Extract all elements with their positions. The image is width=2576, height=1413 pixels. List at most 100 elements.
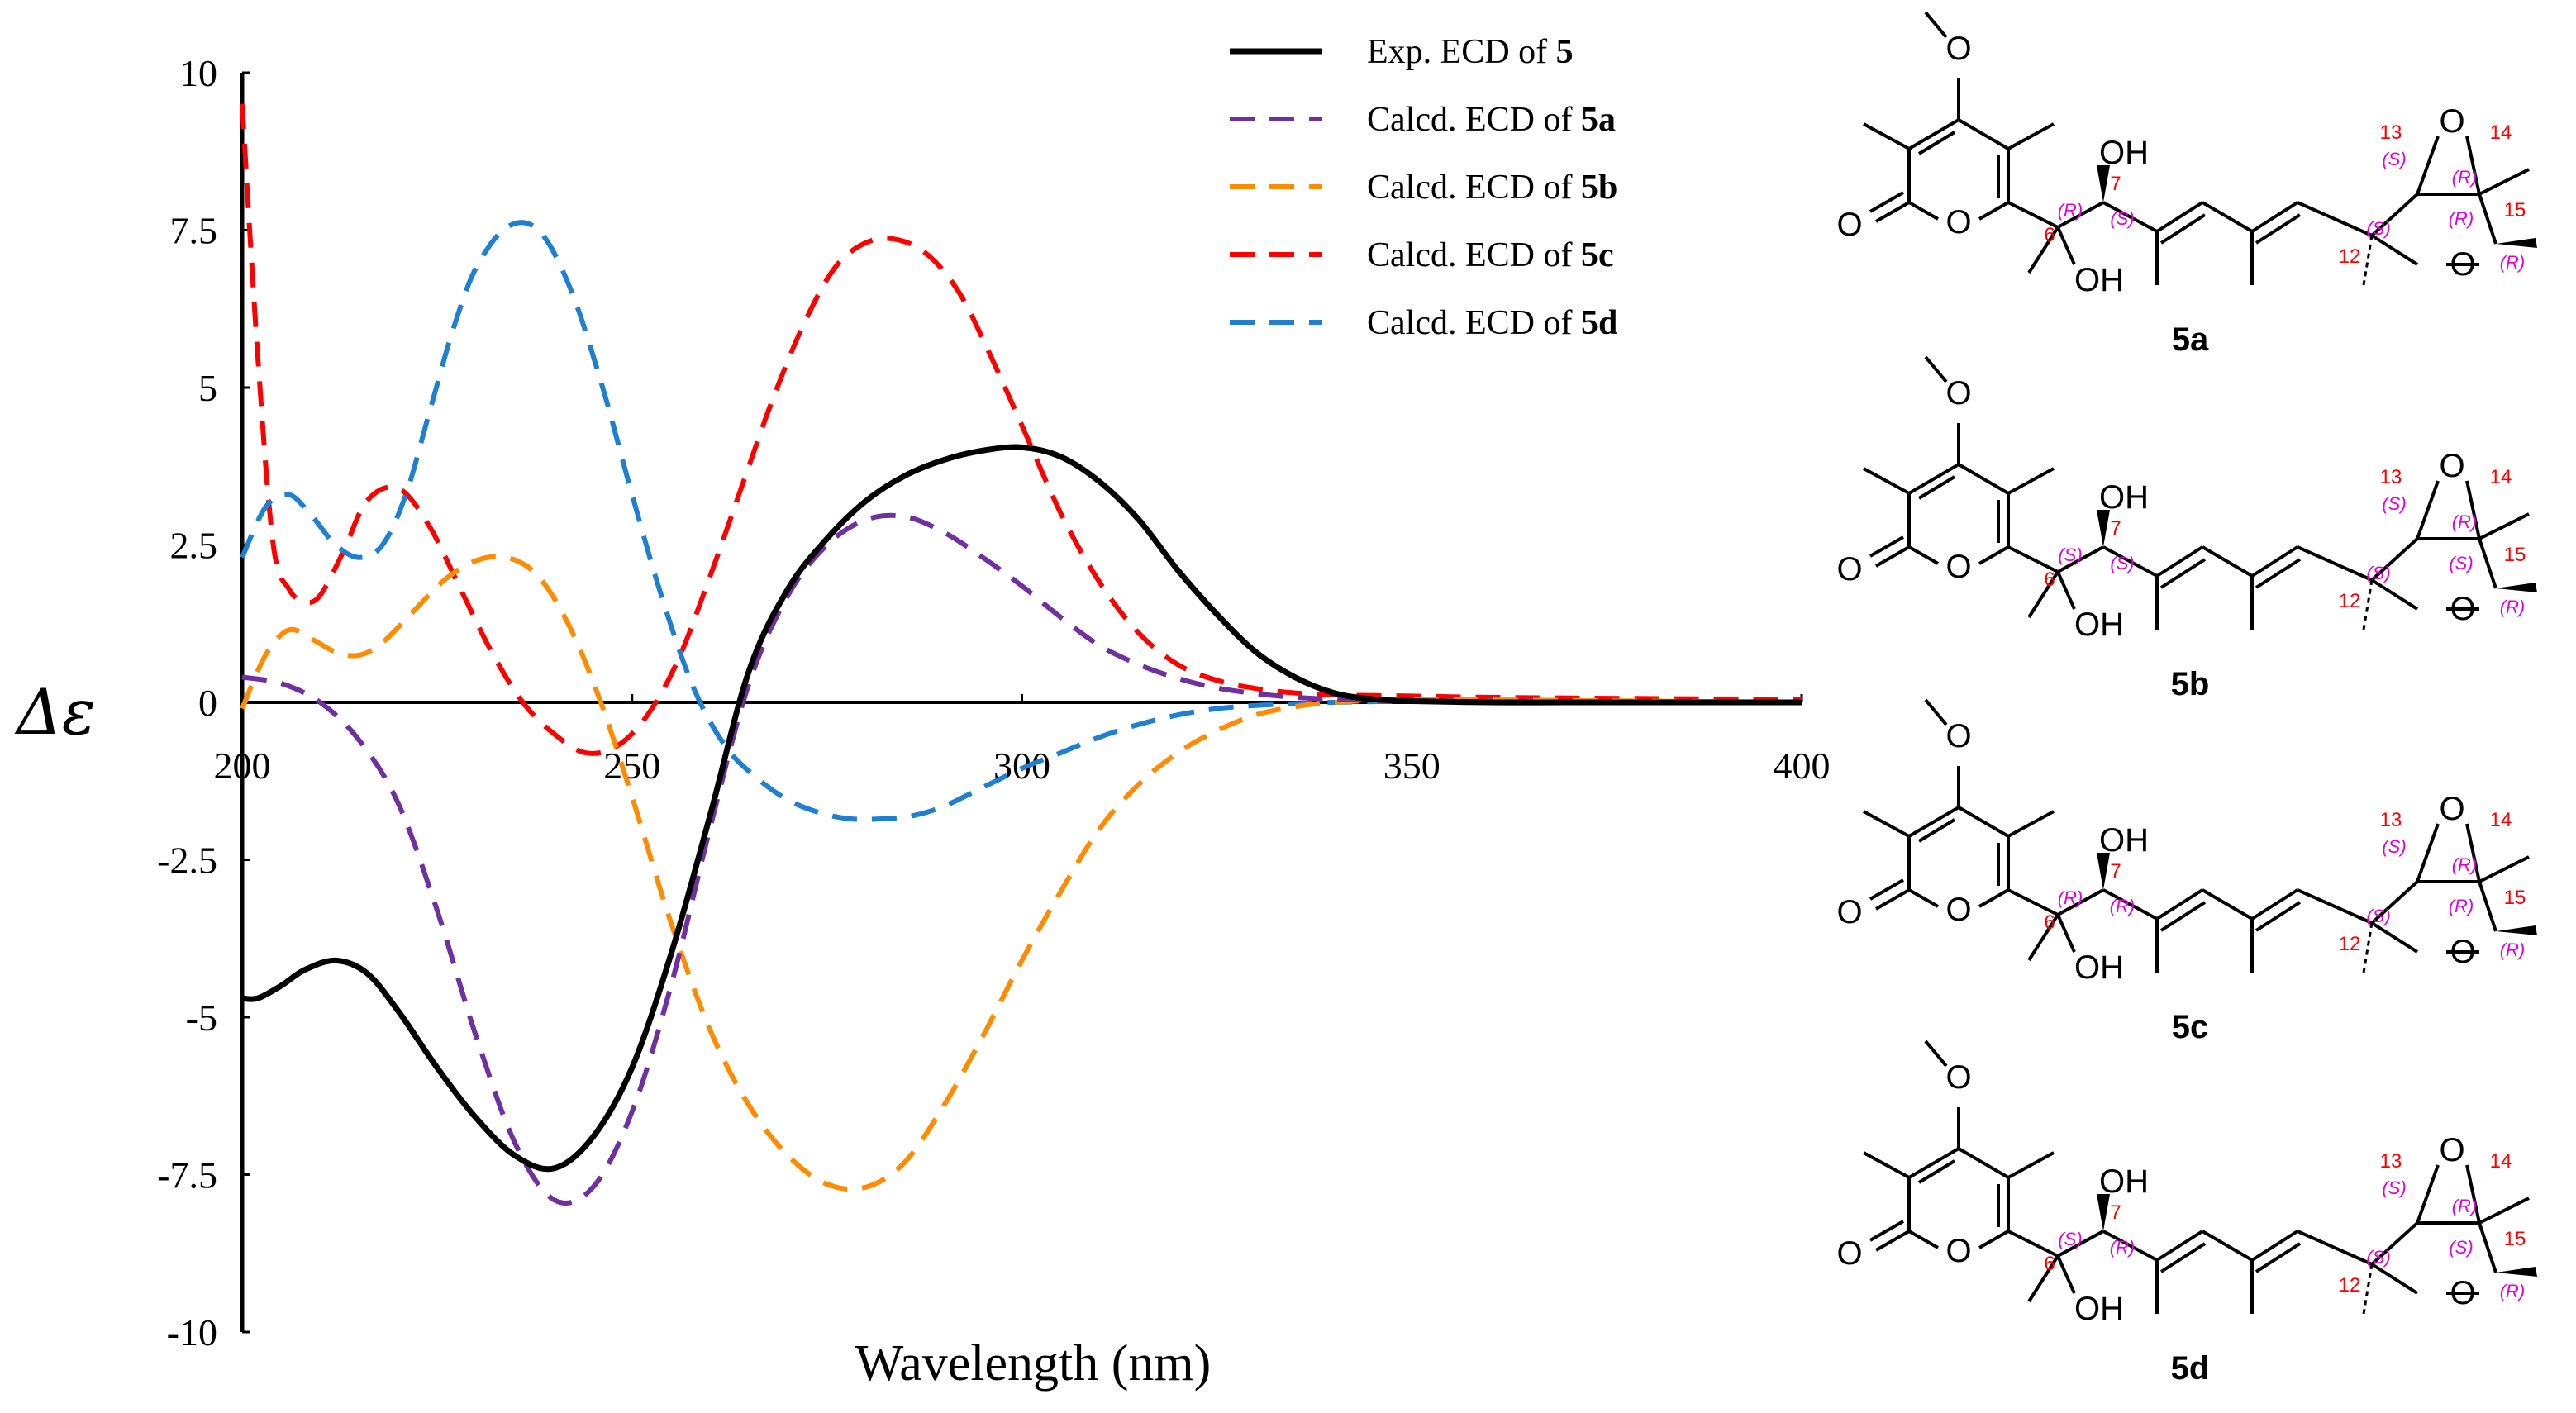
atom-number-14: 14: [2490, 121, 2512, 144]
carbonyl-oxygen: O: [1836, 894, 1862, 930]
series-line-5a: [241, 512, 1802, 1206]
legend-prefix: Calcd. ECD of: [1367, 169, 1581, 207]
stereo-c13: (S): [2382, 149, 2406, 169]
structure-caption: 5a: [2172, 321, 2209, 358]
legend-label: Calcd. ECD of 5c: [1367, 236, 1614, 274]
stereo-c12: (S): [2366, 218, 2390, 239]
methoxy-oxygen: O: [1945, 375, 1971, 412]
stereo-c15: (R): [2449, 208, 2474, 229]
atom-number-13: 13: [2380, 809, 2402, 831]
atom-number-12: 12: [2339, 933, 2361, 955]
atom-number-12: 12: [2339, 590, 2361, 612]
ring-oxygen: O: [1945, 549, 1971, 585]
x-tick-label: 400: [1774, 745, 1831, 787]
stereo-c6: (S): [2058, 545, 2082, 565]
carbonyl-oxygen: O: [1836, 551, 1862, 588]
legend-compound: 5a: [1581, 101, 1616, 139]
hydroxyl-top: OH: [2099, 1163, 2149, 1200]
atom-number-7: 7: [2110, 1201, 2121, 1224]
x-axis-label: Wavelength (nm): [855, 1335, 1212, 1392]
epoxide-oxygen: O: [2439, 448, 2464, 484]
structure-caption: 5b: [2171, 666, 2210, 702]
legend-prefix: Calcd. ECD of: [1367, 101, 1581, 139]
y-tick-label: -2.5: [157, 840, 217, 882]
atom-number-13: 13: [2380, 466, 2402, 488]
atom-number-15: 15: [2504, 544, 2526, 566]
y-tick-label: -10: [167, 1311, 217, 1354]
legend-label: Calcd. ECD of 5d: [1367, 304, 1617, 342]
ring-oxygen: O: [1945, 892, 1971, 928]
series-line-5: [241, 444, 1802, 1173]
atom-number-13: 13: [2380, 121, 2402, 144]
stereo-c7: (S): [2110, 553, 2134, 573]
legend-prefix: Calcd. ECD of: [1367, 236, 1581, 274]
stereo-c7: (S): [2110, 208, 2134, 229]
methoxy-oxygen: O: [1945, 31, 1971, 67]
x-tick-label: 350: [1383, 745, 1440, 787]
structure-5d: O O O OH OH O O 6 7 12 13 14 15 (S) (R) (S) (S) (R) (S) (R)…: [1836, 1040, 2539, 1387]
series-line-5b: [240, 554, 1802, 1192]
stereo-c6: (R): [2058, 887, 2083, 908]
furan-oxygen: O: [2450, 934, 2475, 970]
atom-number-6: 6: [2044, 224, 2055, 246]
stereo-c16: (R): [2500, 1281, 2526, 1301]
x-tick-group: 200 250 300 350 400: [214, 694, 1831, 787]
structures-panel: O O O OH OH O O 6 7 12 13 14 15 (R) (S) (S) (S) (R) (R) (R)…: [1836, 11, 2539, 1387]
epoxide-oxygen: O: [2439, 791, 2464, 827]
furan-oxygen: O: [2450, 591, 2475, 627]
stereo-c15: (S): [2449, 553, 2473, 573]
stereo-c6: (R): [2058, 200, 2083, 221]
y-tick-group: 10 7.5 5 2.5 0 -2.5 -5 -7.5 -10: [157, 52, 250, 1354]
series-group: [240, 103, 1802, 1206]
epoxide-oxygen: O: [2439, 103, 2464, 140]
structure-5a: O O O OH OH O O 6 7 12 13 14 15 (R) (S) (S) (S) (R) (R) (R)…: [1836, 11, 2539, 358]
atom-number-12: 12: [2339, 1274, 2361, 1296]
atom-number-14: 14: [2490, 1150, 2512, 1173]
stereo-c15: (R): [2449, 896, 2474, 916]
atom-number-15: 15: [2504, 887, 2526, 909]
atom-number-6: 6: [2044, 569, 2055, 591]
stereo-c16: (R): [2500, 597, 2526, 617]
legend-compound: 5: [1556, 33, 1574, 71]
hydroxyl-top: OH: [2099, 479, 2149, 516]
atom-number-6: 6: [2044, 1253, 2055, 1275]
stereo-c13: (S): [2382, 1178, 2406, 1198]
atom-number-15: 15: [2504, 1228, 2526, 1250]
structure-5b: O O O OH OH O O 6 7 12 13 14 15 (S) (S) (S) (S) (R) (S) (R)…: [1836, 355, 2539, 702]
hydroxyl-bottom: OH: [2074, 1291, 2124, 1327]
ring-oxygen: O: [1945, 1233, 1971, 1269]
y-tick-label: 7.5: [170, 210, 218, 252]
x-tick-label: 200: [214, 745, 271, 787]
furan-oxygen: O: [2450, 246, 2475, 283]
stereo-c14: (R): [2452, 511, 2478, 532]
y-tick-label: -5: [186, 997, 217, 1039]
hydroxyl-top: OH: [2099, 822, 2149, 859]
legend-label: Calcd. ECD of 5a: [1367, 101, 1616, 139]
atom-number-13: 13: [2380, 1150, 2402, 1173]
y-axis-label: Δε: [14, 675, 96, 749]
stereo-c12: (S): [2366, 906, 2390, 926]
legend-compound: 5d: [1581, 304, 1617, 342]
atom-number-14: 14: [2490, 466, 2512, 488]
ring-oxygen: O: [1945, 204, 1971, 240]
y-tick-label: -7.5: [157, 1154, 217, 1197]
atom-number-12: 12: [2339, 245, 2361, 268]
stereo-c6: (S): [2058, 1229, 2082, 1249]
stereo-c13: (S): [2382, 836, 2406, 857]
legend-label: Calcd. ECD of 5b: [1367, 169, 1617, 207]
hydroxyl-top: OH: [2099, 135, 2149, 171]
atom-number-7: 7: [2110, 517, 2121, 540]
series-line-5d: [240, 220, 1802, 822]
stereo-c14: (R): [2452, 167, 2478, 188]
x-tick-label: 250: [603, 745, 660, 787]
stereo-c7: (R): [2110, 1237, 2136, 1258]
structure-5c: O O O OH OH O O 6 7 12 13 14 15 (R) (R) (S) (S) (R) (R) (R)…: [1836, 698, 2539, 1045]
stereo-c14: (R): [2452, 1196, 2478, 1216]
carbonyl-oxygen: O: [1836, 1235, 1862, 1272]
atom-number-7: 7: [2110, 173, 2121, 195]
stereo-c14: (R): [2452, 854, 2478, 875]
structure-caption: 5d: [2171, 1350, 2210, 1387]
y-tick-label: 10: [179, 52, 217, 94]
stereo-c12: (S): [2366, 1247, 2390, 1268]
atom-number-15: 15: [2504, 199, 2526, 221]
